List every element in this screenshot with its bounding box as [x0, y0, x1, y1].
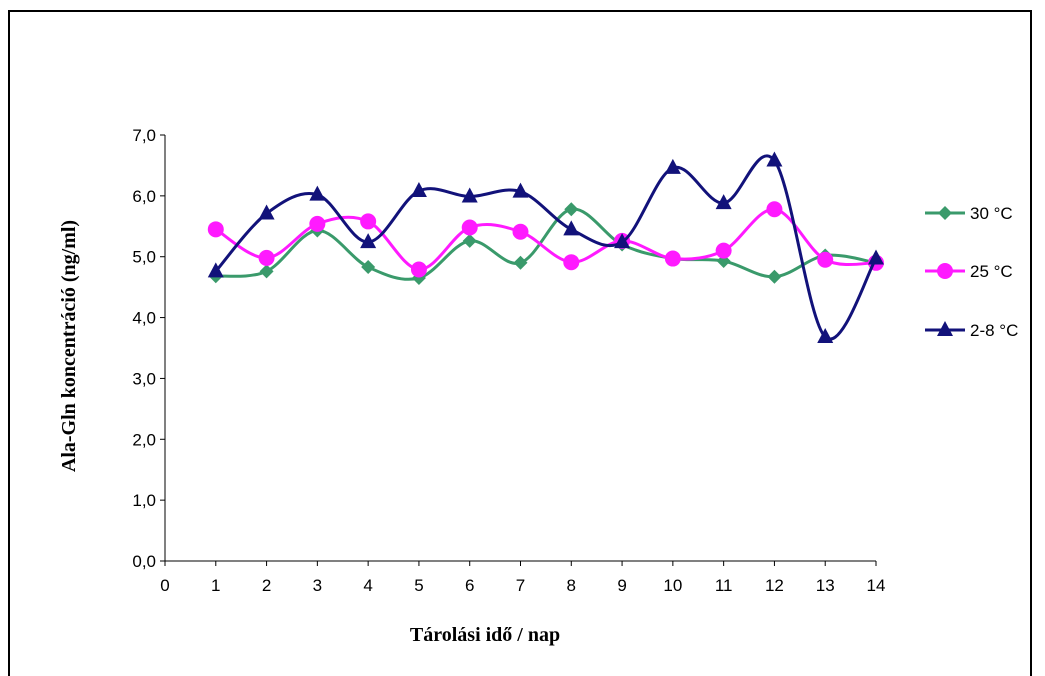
plot-area [207, 151, 884, 344]
data-point-diamond [767, 269, 782, 284]
y-tick-label: 6,0 [132, 187, 156, 206]
y-tick-label: 7,0 [132, 126, 156, 145]
x-tick-label: 12 [765, 576, 784, 595]
x-tick-label: 4 [363, 576, 372, 595]
legend-marker [938, 206, 952, 220]
x-tick-label: 9 [617, 576, 626, 595]
data-point-diamond [564, 202, 579, 217]
data-point-triangle [258, 204, 275, 220]
y-tick-label: 4,0 [132, 309, 156, 328]
data-point-circle [512, 223, 529, 240]
data-point-triangle [563, 220, 580, 236]
data-point-triangle [715, 194, 732, 210]
series-1 [208, 202, 883, 286]
x-tick-label: 14 [867, 576, 886, 595]
data-point-triangle [207, 262, 224, 278]
legend-item: 2-8 °C [925, 321, 1018, 340]
y-tick-label: 0,0 [132, 552, 156, 571]
data-point-circle [360, 213, 377, 230]
y-tick-label: 1,0 [132, 491, 156, 510]
series-3 [207, 151, 884, 344]
legend-label: 2-8 °C [970, 321, 1018, 340]
x-tick-label: 11 [715, 576, 733, 595]
data-point-circle [309, 215, 326, 232]
data-point-triangle [614, 233, 631, 249]
data-point-diamond [259, 264, 274, 279]
x-tick-label: 13 [816, 576, 835, 595]
data-point-triangle [664, 158, 681, 174]
legend-item: 25 °C [925, 262, 1013, 281]
legend-label: 25 °C [970, 262, 1013, 281]
y-axis-title: Ala-Gln koncentráció (ng/ml) [58, 220, 80, 472]
legend-item: 30 °C [925, 204, 1013, 223]
data-point-triangle [309, 185, 326, 201]
legend: 30 °C 25 °C 2-8 °C [925, 204, 1018, 340]
axes: 0,01,02,03,04,05,06,07,00 1 2 3 4 5 6 7 8 9 10 11 12… [132, 126, 885, 595]
y-tick-label: 3,0 [132, 369, 156, 388]
data-point-triangle [766, 151, 783, 167]
y-tick-label: 2,0 [132, 430, 156, 449]
data-point-circle [817, 251, 834, 268]
data-point-circle [258, 249, 275, 266]
x-tick-label: 0 [160, 576, 169, 595]
legend-marker [937, 321, 953, 336]
x-tick-label: 10 [663, 576, 682, 595]
data-point-circle [207, 221, 224, 238]
data-point-triangle [410, 181, 427, 197]
data-point-triangle [360, 233, 377, 249]
data-point-diamond [462, 233, 477, 248]
data-point-circle [410, 261, 427, 278]
data-point-circle [563, 254, 580, 271]
data-point-circle [461, 219, 478, 236]
data-point-diamond [513, 255, 528, 270]
data-point-diamond [716, 253, 731, 268]
x-tick-label: 2 [262, 576, 271, 595]
data-point-diamond [361, 260, 376, 275]
x-tick-label: 3 [313, 576, 322, 595]
data-point-triangle [817, 328, 834, 344]
data-point-triangle [512, 182, 529, 198]
x-tick-label: 1 [211, 576, 220, 595]
data-point-circle [766, 201, 783, 218]
legend-marker [937, 263, 953, 279]
data-point-triangle [868, 249, 884, 265]
data-point-triangle [461, 187, 478, 203]
data-point-circle [715, 242, 732, 259]
x-axis-title: Tárolási idő / nap [410, 624, 560, 646]
x-tick-label: 8 [567, 576, 576, 595]
x-tick-label: 5 [414, 576, 423, 595]
y-tick-label: 5,0 [132, 248, 156, 267]
x-tick-label: 7 [516, 576, 525, 595]
series-2 [207, 201, 884, 278]
data-point-circle [664, 250, 681, 267]
legend-label: 30 °C [970, 204, 1013, 223]
x-tick-label: 6 [465, 576, 474, 595]
